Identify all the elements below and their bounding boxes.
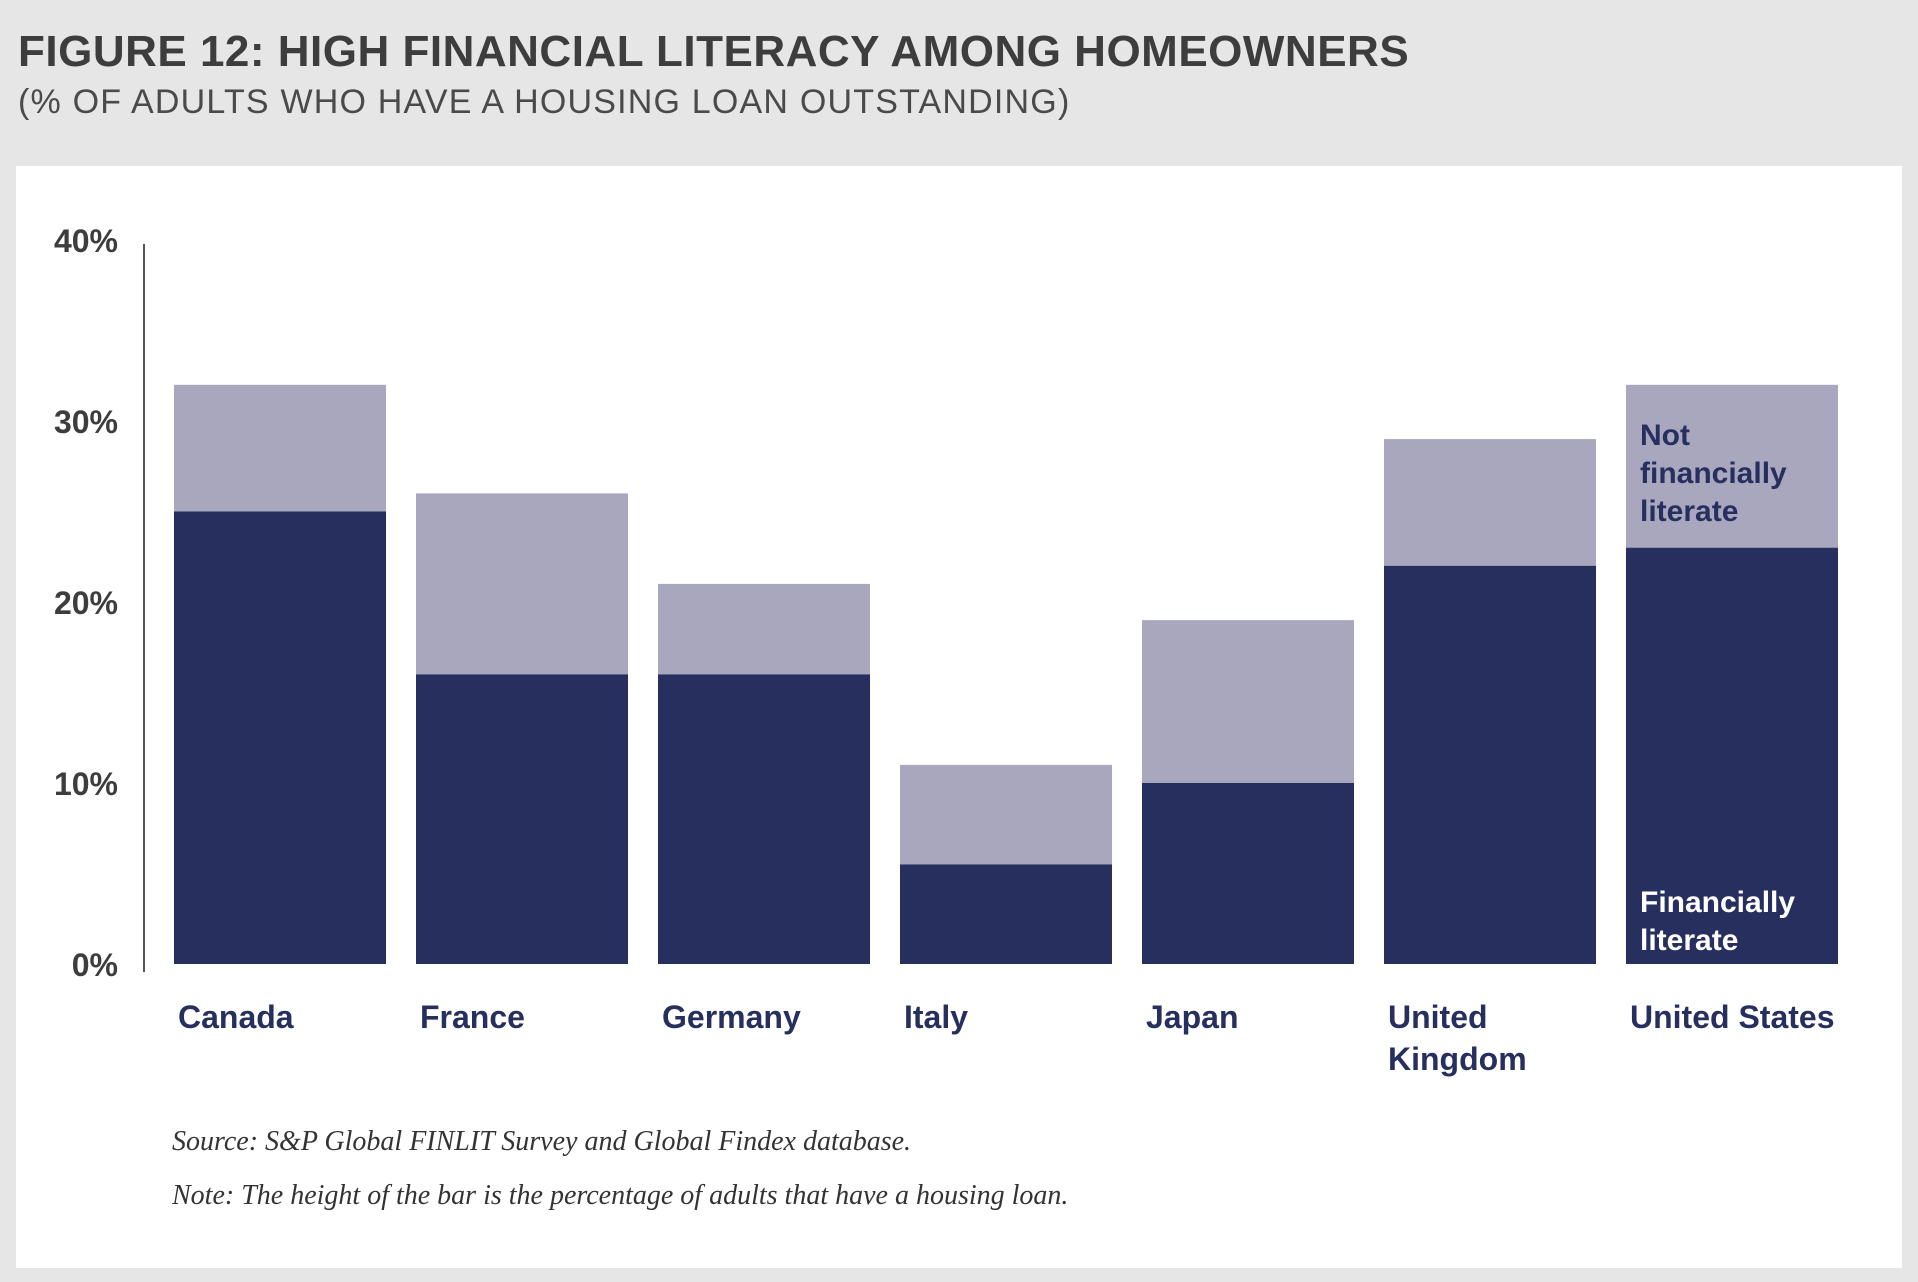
y-tick-label: 40% — [54, 223, 118, 259]
y-tick-label: 30% — [54, 404, 118, 440]
stacked-bar-chart: 0% 10% 20% 30% 40% Canada France Germany Italy Ja… — [54, 223, 1838, 1077]
x-category-label: Germany — [662, 999, 801, 1035]
bar-not-financially-literate — [658, 583, 870, 675]
y-tick-label: 10% — [54, 766, 118, 802]
chart-header: FIGURE 12: HIGH FINANCIAL LITERACY AMONG… — [18, 24, 1409, 124]
bar-not-financially-literate — [900, 764, 1112, 865]
bar-financially-literate — [416, 674, 628, 964]
bar-financially-literate — [1384, 565, 1596, 964]
bar-financially-literate — [174, 511, 386, 964]
x-category-label: France — [420, 999, 525, 1035]
bar-not-financially-literate — [1384, 439, 1596, 566]
x-category-label: Italy — [904, 999, 968, 1035]
bar-not-financially-literate — [1626, 384, 1838, 548]
source-note: Source: S&P Global FINLIT Survey and Glo… — [172, 1126, 912, 1157]
bar-financially-literate — [1626, 547, 1838, 964]
x-category-label: Japan — [1146, 999, 1238, 1035]
x-category-label: Kingdom — [1388, 1041, 1527, 1077]
bar-financially-literate — [1142, 783, 1354, 964]
bar-not-financially-literate — [1142, 620, 1354, 783]
bar-financially-literate — [900, 864, 1112, 964]
bar-not-financially-literate — [174, 384, 386, 512]
series-label-not-financially-literate: Not — [1640, 419, 1690, 452]
series-label-financially-literate: Financially — [1640, 886, 1795, 919]
x-category-label: United — [1388, 999, 1488, 1035]
series-label-not-financially-literate: literate — [1640, 495, 1738, 528]
y-tick-label: 0% — [72, 947, 118, 983]
chart-panel: 0% 10% 20% 30% 40% Canada France Germany Italy Ja… — [16, 166, 1902, 1268]
bar-financially-literate — [658, 674, 870, 964]
series-label-not-financially-literate: financially — [1640, 457, 1787, 490]
chart-title: FIGURE 12: HIGH FINANCIAL LITERACY AMONG… — [18, 27, 1410, 76]
y-tick-label: 20% — [54, 585, 118, 621]
bar-not-financially-literate — [416, 493, 628, 675]
x-category-label: Canada — [178, 999, 294, 1035]
chart-subtitle: (% OF ADULTS WHO HAVE A HOUSING LOAN OUT… — [18, 83, 1071, 121]
x-category-label: United States — [1630, 999, 1834, 1035]
series-label-financially-literate: literate — [1640, 924, 1738, 957]
footnote: Note: The height of the bar is the perce… — [172, 1180, 1069, 1211]
